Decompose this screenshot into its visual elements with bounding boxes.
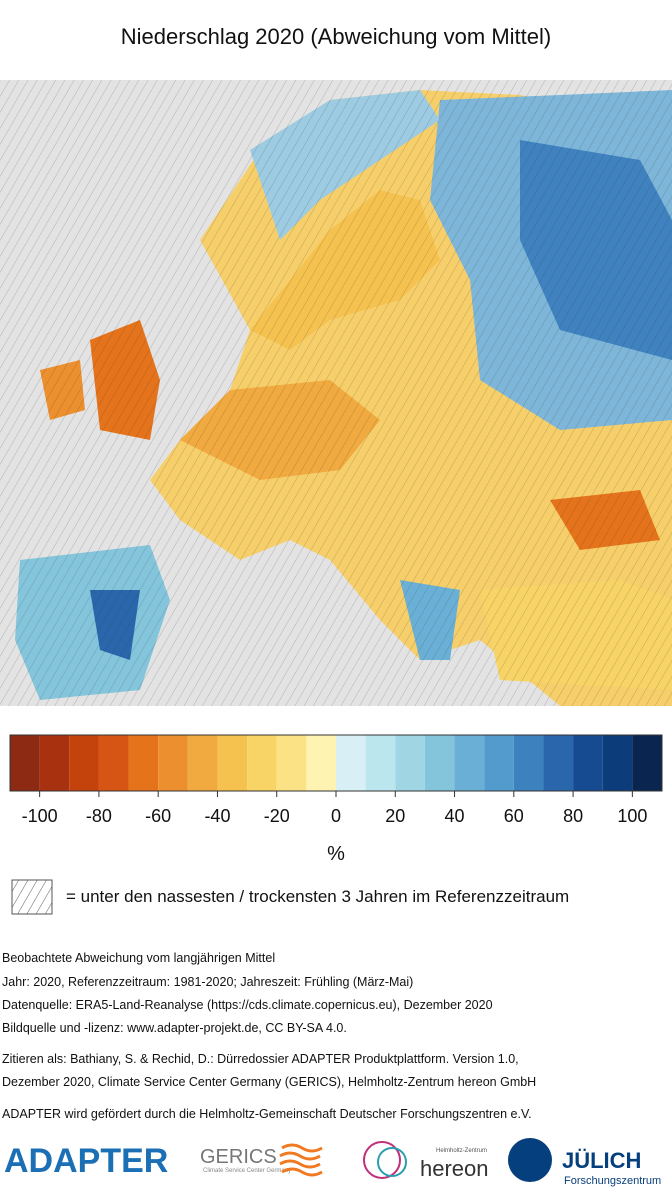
note: Jahr: 2020, Referenzzeitraum: 1981-2020;… <box>2 975 413 989</box>
logo-gerics-sub: Climate Service Center Germany <box>203 1168 291 1174</box>
colorbar: -100 -80 -60 -40 -20 0 20 40 60 80 100 <box>9 734 663 826</box>
colorbar-box <box>247 735 277 791</box>
colorbar-box <box>543 735 574 791</box>
logo-julich-sub: Forschungszentrum <box>564 1175 661 1187</box>
colorbar-tick-label: 100 <box>617 806 647 826</box>
colorbar-box <box>484 735 514 791</box>
colorbar-box <box>395 735 425 791</box>
logo-adapter: ADAPTER <box>4 1142 168 1180</box>
colorbar-box <box>513 735 544 791</box>
colorbar-tick-label: -40 <box>204 806 230 826</box>
hatch-legend: = unter den nassesten / trockensten 3 Ja… <box>66 887 569 906</box>
citation: Dezember 2020, Climate Service Center Ge… <box>2 1075 536 1089</box>
colorbar-box <box>602 735 633 791</box>
colorbar-tick-label: -20 <box>264 806 290 826</box>
colorbar-tick-label: 40 <box>445 806 465 826</box>
logo-hereon-small: Helmholtz-Zentrum <box>436 1148 487 1154</box>
colorbar-box <box>10 735 40 791</box>
colorbar-box <box>632 735 662 791</box>
citation: Zitieren als: Bathiany, S. & Rechid, D.:… <box>2 1052 519 1066</box>
colorbar-box <box>336 735 366 791</box>
logo-julich: JÜLICH <box>562 1148 641 1173</box>
gerics-mark <box>279 1143 323 1177</box>
title: Niederschlag 2020 (Abweichung vom Mittel… <box>121 24 551 49</box>
funding: ADAPTER wird gefördert durch die Helmhol… <box>2 1107 532 1121</box>
colorbar-box <box>217 735 248 791</box>
colorbar-tick-label: 0 <box>331 806 341 826</box>
colorbar-tick-label: 20 <box>385 806 405 826</box>
colorbar-tick-label: -60 <box>145 806 171 826</box>
logos: ADAPTER GERICS Climate Service Center Ge… <box>4 1138 661 1187</box>
colorbar-box <box>39 735 70 791</box>
colorbar-tick-label: -80 <box>86 806 112 826</box>
note: Beobachtete Abweichung vom langjährigen … <box>2 951 275 965</box>
hereon-mark <box>363 1141 401 1179</box>
colorbar-unit: % <box>327 843 345 865</box>
hereon-mark <box>377 1147 407 1177</box>
julich-mark <box>508 1138 552 1182</box>
colorbar-box <box>424 735 455 791</box>
logo-gerics: GERICS <box>200 1146 277 1168</box>
colorbar-tick-label: -100 <box>22 806 58 826</box>
colorbar-box <box>128 735 159 791</box>
colorbar-box <box>158 735 188 791</box>
colorbar-box <box>187 735 218 791</box>
colorbar-box <box>69 735 99 791</box>
note: Bildquelle und -lizenz: www.adapter-proj… <box>2 1021 347 1035</box>
colorbar-box <box>365 735 396 791</box>
colorbar-box <box>454 735 485 791</box>
colorbar-box <box>276 735 307 791</box>
notes: Beobachtete Abweichung vom langjährigen … <box>2 951 536 1121</box>
colorbar-box <box>573 735 603 791</box>
colorbar-tick-label: 60 <box>504 806 524 826</box>
map <box>0 80 672 706</box>
colorbar-box <box>98 735 129 791</box>
logo-hereon: hereon <box>420 1156 489 1181</box>
colorbar-box <box>306 735 336 791</box>
hatch-swatch <box>11 879 53 915</box>
note: Datenquelle: ERA5-Land-Reanalyse (https:… <box>2 998 493 1012</box>
colorbar-tick-label: 80 <box>563 806 583 826</box>
